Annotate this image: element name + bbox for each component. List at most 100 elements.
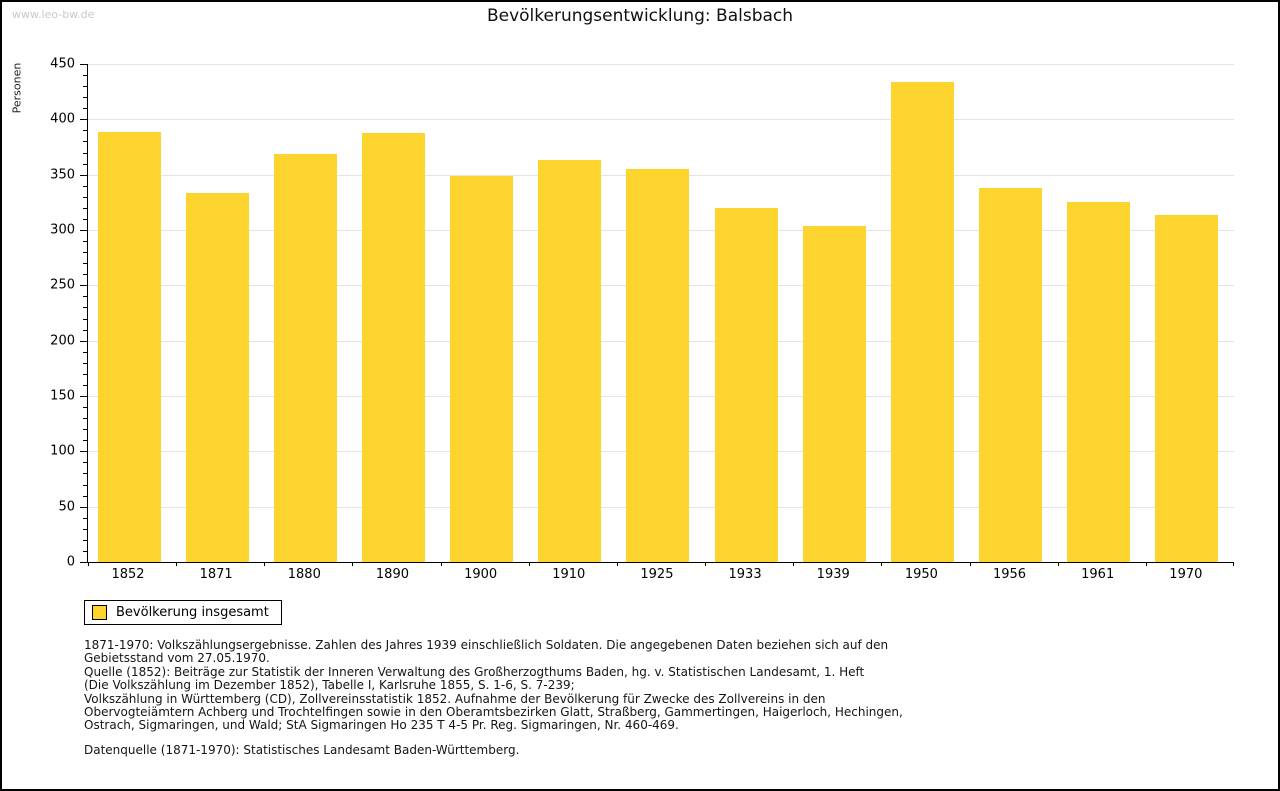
y-tick-label: 450 (50, 56, 75, 72)
y-minor-tick (83, 296, 87, 298)
y-minor-tick (83, 152, 87, 154)
y-minor-tick (83, 550, 87, 552)
y-minor-tick (83, 97, 87, 99)
footnotes: 1871-1970: Volkszählungsergebnisse. Zahl… (84, 638, 1214, 733)
x-tick-label: 1880 (287, 567, 321, 582)
y-minor-tick (83, 185, 87, 187)
x-tick-label: 1950 (904, 567, 938, 582)
x-tick-label: 1871 (199, 567, 233, 582)
footnote-line: Quelle (1852): Beiträge zur Statistik de… (84, 664, 865, 679)
y-minor-tick (83, 495, 87, 497)
x-tick-label: 1890 (375, 567, 409, 582)
y-minor-tick (83, 274, 87, 276)
bar-1925 (626, 169, 690, 562)
x-axis-tick (969, 562, 971, 566)
chart-title: Bevölkerungsentwicklung: Balsbach (486, 6, 794, 26)
x-tick-label: 1933 (728, 567, 762, 582)
footnote-line: Gebietsstand vom 27.05.1970. (84, 651, 270, 666)
x-axis-tick (1057, 562, 1059, 566)
y-minor-tick (83, 473, 87, 475)
x-tick-label: 1961 (1081, 567, 1115, 582)
y-tick-label: 400 (50, 111, 75, 127)
y-minor-tick (83, 517, 87, 519)
y-major-tick (80, 174, 87, 176)
y-axis-tick-labels: 0 50 100 150 200 250 300 350 400 450 (2, 57, 75, 570)
y-tick-label: 150 (50, 388, 75, 404)
y-major-tick (80, 562, 87, 563)
y-minor-tick (83, 373, 87, 375)
bar-1950 (890, 81, 954, 562)
legend: Bevölkerung insgesamt (84, 600, 282, 625)
y-minor-tick (83, 196, 87, 198)
bar-1956 (979, 187, 1043, 562)
x-axis-tick (881, 562, 883, 566)
footnote-line: Volkszählung in Württemberg (CD), Zollve… (84, 691, 826, 706)
watermark: www.leo-bw.de (12, 8, 95, 21)
y-tick-label: 100 (50, 443, 75, 459)
y-minor-tick (83, 528, 87, 530)
bar-1970 (1155, 214, 1219, 562)
y-minor-tick (83, 218, 87, 220)
x-axis-tick (1145, 562, 1147, 566)
y-tick-label: 350 (50, 167, 75, 183)
gridline (88, 119, 1234, 121)
x-axis-tick (176, 562, 178, 566)
y-minor-tick (83, 329, 87, 331)
plot-area (80, 64, 1234, 566)
y-minor-tick (83, 263, 87, 265)
x-tick-label: 1910 (552, 567, 586, 582)
x-axis-tick (440, 562, 442, 566)
x-axis-tick (616, 562, 618, 566)
y-minor-tick (83, 539, 87, 541)
bar-1852 (97, 131, 161, 562)
x-tick-label: 1900 (464, 567, 498, 582)
y-major-tick (80, 230, 87, 231)
y-minor-tick (83, 384, 87, 386)
y-minor-tick (83, 307, 87, 309)
y-tick-label: 250 (50, 277, 75, 293)
y-minor-tick (83, 163, 87, 165)
y-major-tick (80, 506, 87, 508)
y-minor-tick (83, 407, 87, 409)
y-minor-tick (83, 207, 87, 209)
y-major-tick (80, 285, 87, 287)
y-minor-tick (83, 130, 87, 132)
x-tick-label: 1925 (640, 567, 674, 582)
footnote-line: (Die Volkszählung im Dezember 1852), Tab… (84, 678, 575, 693)
bar-1933 (714, 207, 778, 562)
bar-1890 (361, 132, 425, 562)
y-minor-tick (83, 318, 87, 320)
footnote-line: Ostrach, Sigmaringen, und Wald; StA Sigm… (84, 718, 679, 733)
y-major-tick (80, 396, 87, 397)
y-major-tick (80, 451, 87, 453)
legend-label: Bevölkerung insgesamt (116, 605, 269, 620)
x-axis-tick (793, 562, 795, 566)
bar-1900 (450, 175, 514, 562)
bar-1910 (538, 160, 602, 562)
y-minor-tick (83, 75, 87, 77)
y-minor-tick (83, 141, 87, 143)
y-minor-tick (83, 462, 87, 464)
y-tick-label: 0 (66, 554, 75, 570)
x-axis-tick (705, 562, 707, 566)
y-minor-tick (83, 484, 87, 486)
legend-swatch-icon (92, 605, 107, 620)
y-minor-tick (83, 108, 87, 110)
x-tick-label: 1852 (111, 567, 145, 582)
y-minor-tick (83, 241, 87, 243)
bar-1880 (273, 153, 337, 562)
x-tick-label: 1970 (1169, 567, 1203, 582)
bar-1939 (802, 225, 866, 562)
x-axis-tick (1233, 562, 1234, 566)
x-axis-tick (352, 562, 354, 566)
footnote-line: Obervogteiämtern Achberg und Trochtelfin… (84, 705, 903, 720)
y-major-tick (80, 119, 87, 121)
y-minor-tick (83, 362, 87, 364)
bar-1871 (185, 193, 249, 562)
gridline (88, 64, 1234, 65)
y-minor-tick (83, 440, 87, 442)
x-axis-tick-labels: 1852 1871 1880 1890 1900 1910 1925 1933 1939 1950… (87, 567, 1233, 585)
x-axis-tick (264, 562, 266, 566)
y-minor-tick (83, 351, 87, 353)
